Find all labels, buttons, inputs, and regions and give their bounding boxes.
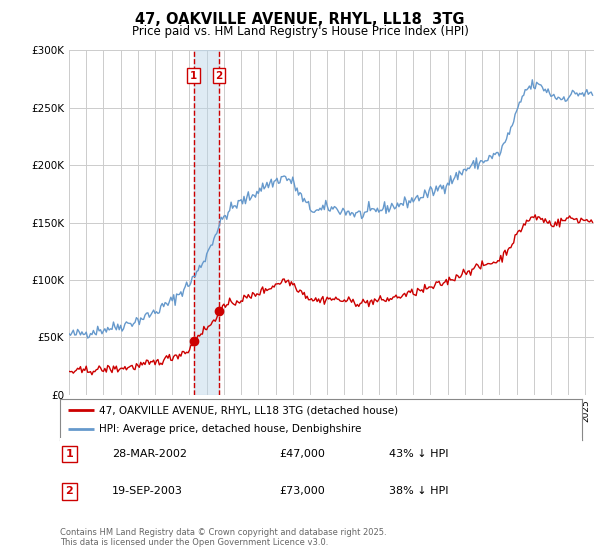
Text: 2: 2 [215,71,223,81]
Bar [194,50,219,395]
Text: 43% ↓ HPI: 43% ↓ HPI [389,449,448,459]
Text: 28-MAR-2002: 28-MAR-2002 [112,449,187,459]
Text: 47, OAKVILLE AVENUE, RHYL, LL18  3TG: 47, OAKVILLE AVENUE, RHYL, LL18 3TG [135,12,465,27]
Text: 19-SEP-2003: 19-SEP-2003 [112,487,183,496]
Text: Price paid vs. HM Land Registry's House Price Index (HPI): Price paid vs. HM Land Registry's House … [131,25,469,38]
Text: £73,000: £73,000 [279,487,325,496]
Text: Contains HM Land Registry data © Crown copyright and database right 2025.
This d: Contains HM Land Registry data © Crown c… [60,528,386,547]
Text: 38% ↓ HPI: 38% ↓ HPI [389,487,448,496]
Text: 47, OAKVILLE AVENUE, RHYL, LL18 3TG (detached house): 47, OAKVILLE AVENUE, RHYL, LL18 3TG (det… [99,405,398,415]
Text: 1: 1 [65,449,73,459]
Text: HPI: Average price, detached house, Denbighshire: HPI: Average price, detached house, Denb… [99,424,362,433]
Text: 2: 2 [65,487,73,496]
Text: 1: 1 [190,71,197,81]
Text: £47,000: £47,000 [279,449,325,459]
